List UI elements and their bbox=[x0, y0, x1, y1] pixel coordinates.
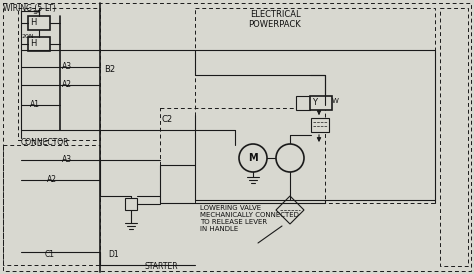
Bar bbox=[125, 198, 137, 210]
Text: A1: A1 bbox=[30, 100, 40, 109]
Text: A3: A3 bbox=[62, 155, 72, 164]
Text: C1: C1 bbox=[45, 250, 55, 259]
Text: WIRING (5-LT): WIRING (5-LT) bbox=[3, 4, 56, 13]
Text: CONNECTOR: CONNECTOR bbox=[21, 138, 70, 147]
Text: M: M bbox=[248, 153, 258, 163]
Bar bbox=[311, 118, 329, 132]
Text: C2: C2 bbox=[162, 115, 173, 124]
Text: 20N: 20N bbox=[22, 34, 35, 39]
Bar bbox=[28, 16, 50, 30]
Bar bbox=[28, 37, 50, 51]
Text: B2: B2 bbox=[104, 65, 115, 74]
Text: LOWERING VALVE
MECHANICALLY CONNECTED
TO RELEASE LEVER
IN HANDLE: LOWERING VALVE MECHANICALLY CONNECTED TO… bbox=[200, 205, 299, 232]
Bar bbox=[160, 108, 325, 203]
Bar bbox=[3, 145, 100, 265]
Bar bbox=[310, 96, 332, 110]
Bar bbox=[18, 8, 100, 140]
Text: A2: A2 bbox=[47, 175, 57, 184]
Text: STARTER: STARTER bbox=[145, 262, 179, 271]
Text: H: H bbox=[30, 18, 36, 27]
Circle shape bbox=[276, 144, 304, 172]
Text: 1P: 1P bbox=[32, 10, 39, 15]
Text: Y: Y bbox=[312, 98, 317, 107]
Bar bbox=[440, 8, 468, 266]
Bar bbox=[296, 96, 310, 110]
Text: ELECTRICAL
POWERPACK: ELECTRICAL POWERPACK bbox=[249, 10, 301, 29]
Circle shape bbox=[239, 144, 267, 172]
Text: H: H bbox=[30, 39, 36, 48]
Text: D1: D1 bbox=[108, 250, 118, 259]
Text: A3: A3 bbox=[62, 62, 72, 71]
Text: W: W bbox=[332, 98, 339, 104]
Bar bbox=[195, 8, 435, 203]
Text: A2: A2 bbox=[62, 80, 72, 89]
